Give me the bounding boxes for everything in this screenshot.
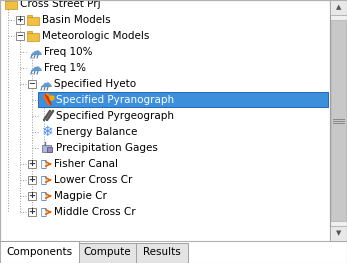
Text: Specified Pyrgeograph: Specified Pyrgeograph: [56, 111, 174, 121]
Text: Cross Street Prj: Cross Street Prj: [20, 0, 101, 9]
Text: ☁: ☁: [30, 60, 42, 73]
Bar: [5, 0, 10, 1]
Text: Specified Pyranograph: Specified Pyranograph: [56, 95, 174, 105]
Text: +: +: [28, 208, 35, 216]
Text: Fisher Canal: Fisher Canal: [54, 159, 118, 169]
Text: +: +: [28, 159, 35, 169]
Text: Compute: Compute: [84, 247, 131, 257]
Bar: [28, 80, 36, 88]
Text: Precipitation Gages: Precipitation Gages: [56, 143, 158, 153]
Text: ☁: ☁: [30, 44, 42, 58]
Text: Middle Cross Cr: Middle Cross Cr: [54, 207, 136, 217]
Bar: [38, 92, 328, 107]
Bar: [27, 17, 39, 25]
Bar: [27, 33, 39, 41]
Bar: [28, 192, 36, 200]
Bar: [330, 226, 347, 241]
Text: Freq 1%: Freq 1%: [44, 63, 86, 73]
Text: Freq 10%: Freq 10%: [44, 47, 93, 57]
Circle shape: [50, 96, 54, 100]
Bar: [27, 31, 32, 33]
Text: 💧: 💧: [40, 158, 46, 168]
Text: Basin Models: Basin Models: [42, 15, 111, 25]
Bar: [42, 145, 51, 152]
Text: −: −: [28, 79, 35, 89]
Text: ▼: ▼: [336, 230, 341, 236]
Text: −: −: [17, 32, 24, 41]
Text: 💧: 💧: [40, 206, 46, 216]
Text: +: +: [28, 175, 35, 185]
Bar: [330, 0, 347, 241]
Bar: [79, 243, 136, 263]
Bar: [0, 241, 79, 263]
Bar: [331, 20, 346, 221]
Text: 💧: 💧: [40, 174, 46, 184]
Text: Results: Results: [143, 247, 181, 257]
Text: ☁: ☁: [40, 77, 52, 89]
Bar: [136, 243, 188, 263]
Bar: [27, 15, 32, 17]
Bar: [28, 176, 36, 184]
Bar: [330, 0, 347, 15]
Text: ❄: ❄: [42, 125, 54, 139]
Text: ▲: ▲: [336, 4, 341, 11]
Bar: [16, 16, 24, 24]
Bar: [16, 32, 24, 40]
Bar: [28, 160, 36, 168]
Bar: [47, 147, 52, 152]
Text: Energy Balance: Energy Balance: [56, 127, 137, 137]
Text: Lower Cross Cr: Lower Cross Cr: [54, 175, 132, 185]
Text: Specified Hyeto: Specified Hyeto: [54, 79, 136, 89]
Text: Meteorologic Models: Meteorologic Models: [42, 31, 149, 41]
Bar: [28, 208, 36, 216]
Text: +: +: [17, 16, 24, 24]
Text: Magpie Cr: Magpie Cr: [54, 191, 107, 201]
Text: Components: Components: [7, 247, 73, 257]
Bar: [5, 1, 17, 9]
Text: +: +: [28, 191, 35, 200]
Text: 💧: 💧: [40, 190, 46, 200]
